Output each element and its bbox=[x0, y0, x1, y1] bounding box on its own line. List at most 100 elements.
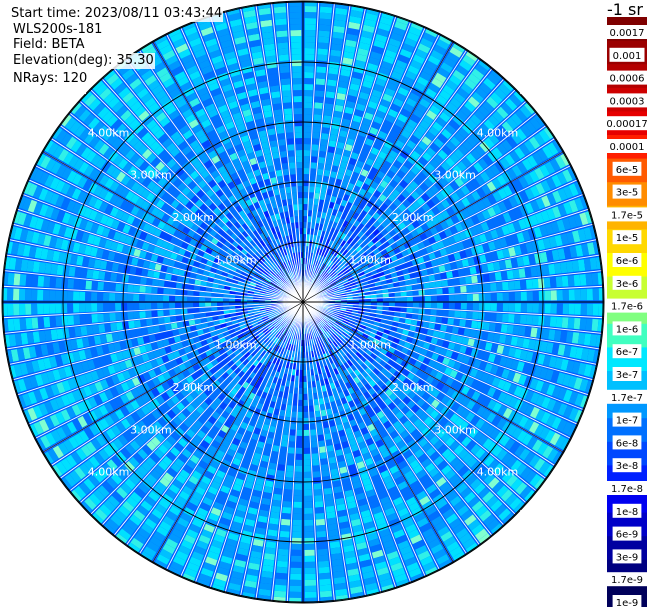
backscatter-cell bbox=[319, 193, 326, 201]
backscatter-cell bbox=[472, 303, 479, 311]
backscatter-cell bbox=[566, 261, 574, 273]
backscatter-cell bbox=[320, 289, 327, 293]
backscatter-cell bbox=[375, 198, 383, 207]
backscatter-cell bbox=[421, 203, 431, 212]
backscatter-cell bbox=[303, 144, 311, 151]
backscatter-cell bbox=[376, 170, 385, 180]
backscatter-cell bbox=[314, 192, 320, 200]
backscatter-cell bbox=[338, 167, 346, 175]
backscatter-cell bbox=[304, 489, 312, 496]
backscatter-cell bbox=[493, 261, 501, 271]
backscatter-cell bbox=[460, 185, 471, 196]
backscatter-cell bbox=[19, 318, 27, 330]
backscatter-cell bbox=[362, 281, 369, 286]
backscatter-cell bbox=[304, 531, 314, 538]
backscatter-cell bbox=[358, 308, 365, 312]
backscatter-cell bbox=[502, 303, 509, 312]
backscatter-cell bbox=[332, 256, 338, 263]
backscatter-cell bbox=[43, 290, 50, 301]
backscatter-cell bbox=[455, 64, 469, 77]
backscatter-cell bbox=[175, 309, 182, 315]
backscatter-cell bbox=[567, 215, 577, 229]
backscatter-cell bbox=[396, 155, 406, 164]
backscatter-cell bbox=[85, 314, 92, 324]
backscatter-cell bbox=[445, 124, 456, 135]
backscatter-cell bbox=[316, 422, 323, 430]
backscatter-cell bbox=[355, 207, 363, 215]
backscatter-cell bbox=[379, 66, 391, 76]
backscatter-cell bbox=[193, 296, 200, 302]
backscatter-cell bbox=[407, 223, 415, 232]
backscatter-cell bbox=[542, 237, 552, 249]
backscatter-cell bbox=[193, 308, 200, 313]
backscatter-cell bbox=[322, 224, 328, 232]
backscatter-cell bbox=[163, 280, 171, 288]
backscatter-cell bbox=[291, 543, 302, 550]
backscatter-cell bbox=[298, 393, 303, 400]
backscatter-cell bbox=[158, 272, 166, 280]
backscatter-cell bbox=[332, 265, 339, 271]
backscatter-cell bbox=[430, 259, 438, 267]
backscatter-cell bbox=[394, 207, 402, 216]
backscatter-cell bbox=[474, 109, 486, 122]
backscatter-cell bbox=[340, 212, 347, 220]
backscatter-cell bbox=[471, 68, 485, 81]
backscatter-cell bbox=[431, 216, 440, 226]
backscatter-cell bbox=[370, 290, 377, 295]
backscatter-cell bbox=[304, 561, 316, 568]
backscatter-cell bbox=[363, 18, 377, 28]
backscatter-cell bbox=[334, 243, 340, 250]
backscatter-cell bbox=[457, 327, 465, 336]
backscatter-cell bbox=[567, 317, 575, 329]
backscatter-cell bbox=[524, 140, 536, 153]
backscatter-cell bbox=[316, 536, 327, 544]
backscatter-cell bbox=[280, 446, 287, 454]
backscatter-cell bbox=[538, 129, 551, 143]
backscatter-cell bbox=[366, 106, 376, 115]
backscatter-cell bbox=[424, 309, 431, 315]
backscatter-cell bbox=[550, 303, 557, 314]
backscatter-cell bbox=[80, 326, 88, 336]
backscatter-cell bbox=[217, 306, 224, 311]
backscatter-cell bbox=[369, 95, 380, 104]
backscatter-cell bbox=[163, 295, 170, 302]
backscatter-cell bbox=[510, 234, 519, 245]
backscatter-cell bbox=[326, 188, 333, 196]
backscatter-cell bbox=[373, 141, 382, 151]
backscatter-cell bbox=[283, 422, 290, 430]
backscatter-cell bbox=[452, 165, 463, 176]
backscatter-cell bbox=[313, 265, 317, 273]
backscatter-cell bbox=[318, 560, 330, 568]
backscatter-cell bbox=[403, 255, 411, 262]
backscatter-cell bbox=[332, 221, 338, 229]
backscatter-cell bbox=[323, 481, 332, 489]
backscatter-cell bbox=[306, 234, 310, 241]
backscatter-cell bbox=[439, 111, 451, 123]
backscatter-cell bbox=[307, 381, 312, 388]
backscatter-cell bbox=[282, 501, 292, 508]
backscatter-cell bbox=[322, 264, 327, 270]
backscatter-cell bbox=[388, 288, 395, 293]
backscatter-cell bbox=[377, 271, 385, 277]
backscatter-cell bbox=[498, 83, 511, 96]
backscatter-cell bbox=[340, 264, 347, 271]
backscatter-cell bbox=[537, 239, 546, 251]
backscatter-cell bbox=[346, 237, 353, 245]
backscatter-cell bbox=[490, 68, 504, 81]
backscatter-cell bbox=[374, 240, 382, 248]
backscatter-cell bbox=[352, 71, 363, 80]
backscatter-cell bbox=[321, 212, 327, 219]
backscatter-cell bbox=[390, 272, 398, 278]
backscatter-cell bbox=[429, 158, 440, 169]
backscatter-cell bbox=[348, 196, 355, 204]
backscatter-cell bbox=[346, 138, 355, 146]
backscatter-cell bbox=[303, 399, 308, 406]
backscatter-cell bbox=[315, 186, 321, 194]
backscatter-cell bbox=[418, 296, 425, 302]
backscatter-cell bbox=[169, 309, 176, 316]
backscatter-cell bbox=[417, 207, 426, 216]
backscatter-cell bbox=[304, 495, 313, 502]
backscatter-cell bbox=[241, 302, 248, 305]
backscatter-cell bbox=[360, 169, 369, 177]
backscatter-cell bbox=[121, 312, 128, 320]
